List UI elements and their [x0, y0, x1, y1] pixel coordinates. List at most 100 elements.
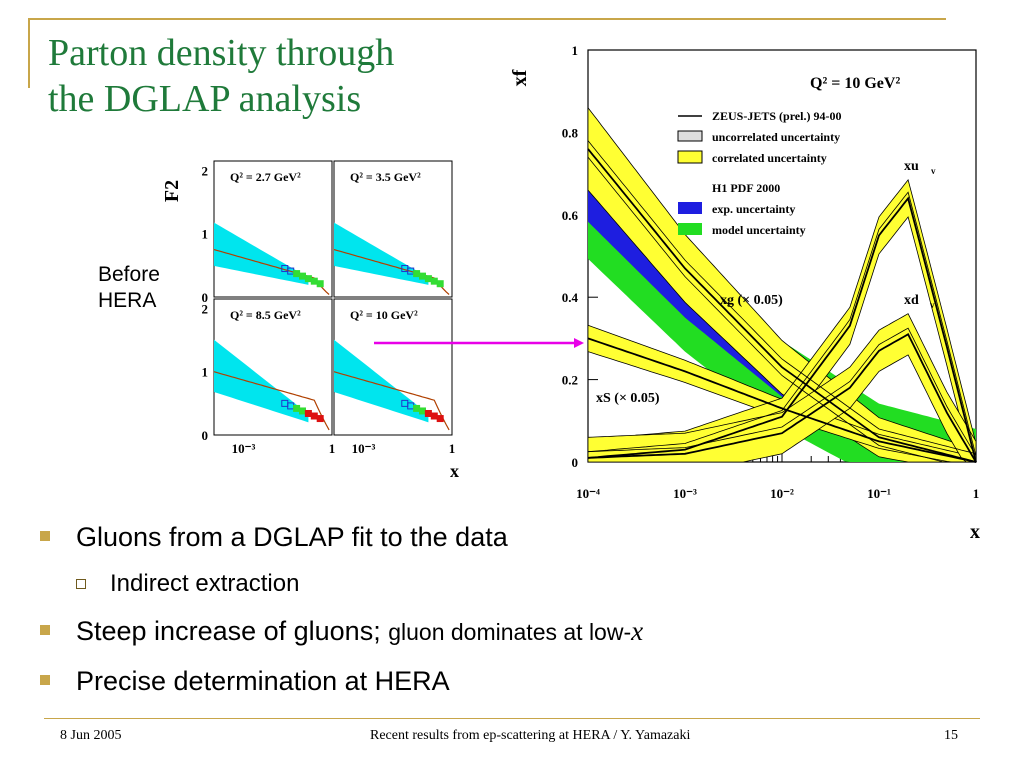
footer-page-number: 15: [944, 728, 958, 743]
f2-data-point: [413, 270, 421, 278]
bullet-square-icon: [40, 531, 50, 541]
series-line-xs: [587, 337, 977, 463]
bullet-item: Precise determination at HERA: [40, 662, 820, 702]
f2-panel-label: Q² = 10 GeV²: [350, 308, 418, 322]
footer-center-text: Recent results from ep-scattering at HER…: [370, 728, 691, 743]
f2-data-point: [310, 277, 318, 285]
x-tick-label: 1: [973, 486, 980, 501]
f2-data-point: [293, 270, 301, 278]
f2-y-tick-label: 2: [202, 163, 209, 178]
arrow-head: [574, 338, 584, 348]
footer-date: 8 Jun 2005: [60, 728, 122, 743]
bullet-text-var: x: [631, 616, 644, 646]
hera-label: HERA: [98, 289, 157, 312]
f2-y-tick-label: 1: [202, 365, 209, 380]
f2-uncertainty-band: [214, 219, 309, 285]
f2-data-point: [304, 275, 312, 283]
legend-green-swatch: [678, 223, 702, 235]
series-line-xdv: [587, 333, 977, 463]
bullet-text: Gluons from a DGLAP fit to the data: [76, 522, 508, 552]
bullet-item: Gluons from a DGLAP fit to the data: [40, 518, 820, 558]
series-line-xuv: [587, 196, 977, 463]
series-label-xuv: xu: [904, 159, 919, 174]
footer-rule: [44, 718, 980, 719]
bullet-item: Steep increase of gluons; gluon dominate…: [40, 612, 820, 652]
y-axis-label: xf: [510, 69, 531, 86]
f2-y-tick-label: 0: [202, 428, 209, 443]
f2-data-point: [413, 404, 421, 412]
f2-data-point: [424, 275, 432, 283]
bullet-square-icon: [40, 625, 50, 635]
sub-bullet-item: Indirect extraction: [76, 568, 676, 602]
f2-data-point: [430, 277, 438, 285]
f2-data-point: [299, 407, 306, 415]
f2-panel-label: Q² = 8.5 GeV²: [230, 308, 301, 322]
before-hera-label: Before HERA: [98, 262, 160, 314]
y-tick-label: 0.8: [562, 125, 579, 140]
f2-data-point: [316, 415, 324, 423]
sub-bullet-text: Indirect extraction: [110, 570, 300, 597]
top-accent-line: [28, 18, 946, 20]
f2-x-tick-label: 1: [329, 441, 336, 456]
f2-x-tick-label: 1: [449, 441, 456, 456]
f2-panel: Q² = 8.5 GeV² 0 1 2 10⁻³ 1: [202, 298, 336, 456]
legend-yellow-swatch: [677, 150, 703, 164]
bullet-text: Precise determination at HERA: [76, 666, 450, 696]
legend-zeus-label: ZEUS-JETS (prel.) 94-00: [712, 109, 841, 123]
series-label-xdv: xd: [904, 293, 919, 308]
series-line-xdv-upper: [587, 327, 977, 457]
f2-panels-chart: Q² = 2.7 GeV² 0 1 2 Q² = 3.5 GeV² Q² = 8.5 Ge…: [161, 160, 459, 481]
sub-bullet-square-icon: [76, 579, 86, 589]
f2-y-axis-label: F2: [161, 180, 183, 202]
f2-panel-label: Q² = 2.7 GeV²: [230, 170, 301, 184]
slide-title: Parton density through the DGLAP analysi…: [48, 30, 488, 122]
series-label-xs: xS (× 0.05): [596, 391, 660, 406]
x-tick-label: 10⁻²: [770, 486, 794, 501]
f2-y-tick-label: 2: [202, 301, 209, 316]
f2-data-point: [316, 280, 324, 288]
f2-y-tick-label: 1: [202, 227, 209, 242]
chart-title: Q² = 10 GeV²: [810, 75, 900, 92]
slide-title-line1: Parton density through: [48, 32, 395, 74]
bullet-text-main: Steep increase of gluons;: [76, 616, 389, 646]
f2-panel: Q² = 2.7 GeV² 0 1 2: [202, 160, 333, 305]
series-line-xg-lower: [587, 156, 976, 463]
legend-uncorr-label: uncorrelated uncertainty: [712, 130, 840, 144]
f2-x-tick-label: 10⁻³: [232, 441, 256, 456]
legend-exp-label: exp. uncertainty: [712, 202, 795, 216]
y-tick-label: 0.4: [562, 290, 579, 305]
series-label-xdv-sub: v: [930, 300, 935, 310]
bullet-text-small: gluon dominates at low-: [388, 619, 632, 645]
left-accent-line: [28, 18, 30, 88]
series-label-xuv-sub: v: [931, 166, 936, 176]
f2-data-point: [310, 412, 318, 420]
slide-title-line2: the DGLAP analysis: [48, 78, 362, 120]
legend-model-label: model uncertainty: [712, 223, 806, 237]
f2-data-point: [430, 412, 438, 420]
f2-data-point: [419, 407, 426, 415]
f2-x-axis-label: x: [450, 461, 459, 481]
f2-panel: Q² = 10 GeV² 10⁻³ 1: [333, 298, 456, 456]
x-tick-label: 10⁻¹: [867, 486, 891, 501]
series-line-xg-upper: [587, 140, 977, 455]
legend: ZEUS-JETS (prel.) 94-00 uncorrelated unce…: [677, 109, 841, 237]
y-tick-label: 1: [572, 43, 579, 58]
f2-panel-label: Q² = 3.5 GeV²: [350, 170, 421, 184]
series-line-xg: [587, 148, 977, 463]
y-tick-label: 0.2: [562, 373, 578, 388]
x-tick-label: 10⁻⁴: [576, 486, 600, 501]
f2-curve: [213, 371, 330, 431]
legend-h1-title: H1 PDF 2000: [712, 181, 780, 195]
f2-data-point: [299, 272, 306, 280]
f2-data-point: [424, 409, 432, 417]
before-label: Before: [98, 263, 160, 286]
f2-data-point: [419, 272, 426, 280]
series-label-xg: xg (× 0.05): [720, 293, 783, 308]
series-line-xuv-upper: [587, 191, 977, 456]
f2-panel: Q² = 3.5 GeV²: [333, 160, 453, 298]
bullet-text: Steep increase of gluons; gluon dominate…: [76, 612, 643, 651]
x-tick-label: 10⁻³: [673, 486, 697, 501]
y-tick-label: 0: [572, 455, 579, 470]
f2-x-tick-label: 10⁻³: [352, 441, 376, 456]
bullet-square-icon: [40, 675, 50, 685]
